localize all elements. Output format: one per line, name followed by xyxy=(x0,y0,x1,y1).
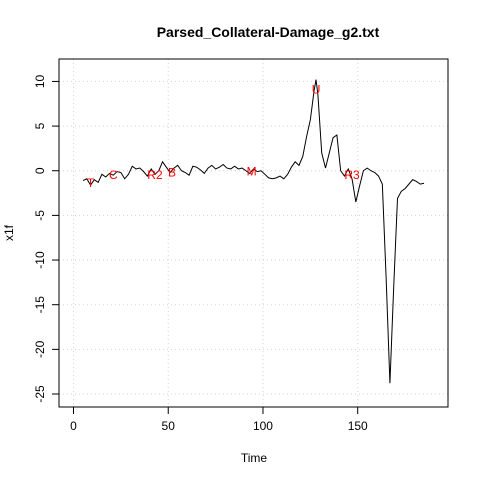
annotation-b: B xyxy=(168,166,176,180)
annotation-c: C xyxy=(109,168,118,182)
y-tick-label: 0 xyxy=(33,167,47,174)
y-axis: -25 -20 -15 -10 -5 0 5 10 xyxy=(33,74,59,403)
grid-lines xyxy=(59,59,448,407)
annotation-r2: R2 xyxy=(147,168,163,182)
y-tick-label: -25 xyxy=(33,385,47,403)
annotation-t: T xyxy=(87,176,95,190)
plot-frame xyxy=(58,58,449,408)
annotation-r3: R3 xyxy=(344,168,360,182)
y-tick-label: 5 xyxy=(33,122,47,129)
x-tick-label: 0 xyxy=(70,419,77,433)
series-line xyxy=(82,79,425,384)
y-tick-label: -15 xyxy=(33,296,47,314)
y-tick-label: -10 xyxy=(33,251,47,269)
series-layer xyxy=(82,79,425,384)
x-tick-label: 100 xyxy=(253,419,273,433)
y-axis-label: x1f xyxy=(2,224,16,241)
y-tick-label: -20 xyxy=(33,340,47,358)
x-axis-label: Time xyxy=(241,451,268,465)
y-tick-label: 10 xyxy=(33,74,47,88)
annotation-layer: TC R2 B M U R3 xyxy=(87,82,360,190)
chart-title: Parsed_Collateral-Damage_g2.txt xyxy=(157,24,380,40)
annotation-m: M xyxy=(247,165,257,179)
y-tick-label: -5 xyxy=(33,210,47,221)
x-axis: 0 50 100 150 xyxy=(70,407,368,433)
x-tick-label: 50 xyxy=(162,419,176,433)
annotation-u: U xyxy=(312,82,321,96)
x-tick-label: 150 xyxy=(348,419,368,433)
